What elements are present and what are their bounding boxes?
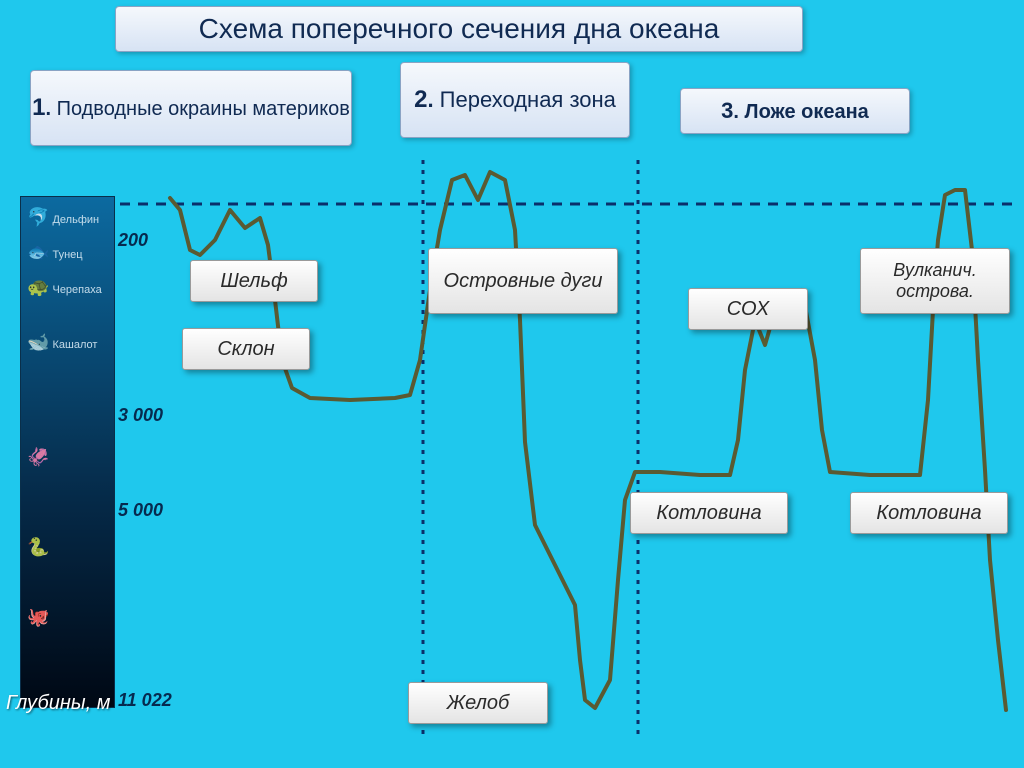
zone-header-2: 2. Переходная зона: [400, 62, 630, 138]
sox-text: СОХ: [727, 298, 769, 321]
creature-3: 🐋 Кашалот: [27, 332, 97, 353]
basin2-text: Котловина: [876, 502, 981, 525]
main-title-text: Схема поперечного сечения дна океана: [199, 13, 720, 45]
label-basin2: Котловина: [850, 492, 1008, 534]
trench-text: Желоб: [447, 692, 509, 715]
shelf-text: Шельф: [220, 270, 287, 293]
arcs-text: Островные дуги: [444, 270, 603, 293]
zone-header-3: 3. Ложе океана: [680, 88, 910, 134]
zone2-num: 2: [414, 86, 427, 113]
label-sox: СОХ: [688, 288, 808, 330]
zone1-text: Подводные окраины материков: [57, 98, 350, 120]
depth-column: 🐬 Дельфин 🐟 Тунец 🐢 Черепаха 🐋 Кашалот 🦑 🐍 🐙: [20, 196, 115, 708]
creature-2: 🐢 Черепаха: [27, 277, 102, 298]
creature-0: 🐬 Дельфин: [27, 207, 99, 228]
main-title: Схема поперечного сечения дна океана: [115, 6, 803, 52]
depth-axis-title: Глубины, м: [6, 692, 110, 715]
depth-tick-2: 5 000: [118, 500, 188, 521]
label-slope: Склон: [182, 328, 310, 370]
depth-tick-0: 200: [118, 230, 188, 251]
label-basin1: Котловина: [630, 492, 788, 534]
depth-tick-3: 11 022: [118, 690, 188, 711]
slope-text: Склон: [217, 338, 274, 361]
creature-6: 🐙: [27, 607, 49, 628]
basin1-text: Котловина: [656, 502, 761, 525]
label-arcs: Островные дуги: [428, 248, 618, 314]
creature-1: 🐟 Тунец: [27, 242, 83, 263]
label-volcanic: Вулканич. острова.: [860, 248, 1010, 314]
creature-4: 🦑: [27, 447, 49, 468]
depth-tick-1: 3 000: [118, 405, 188, 426]
zone-header-1: 1. Подводные окраины материков: [30, 70, 352, 146]
diagram-stage: 🐬 Дельфин 🐟 Тунец 🐢 Черепаха 🐋 Кашалот 🦑 🐍 🐙…: [0, 0, 1024, 768]
zone3-num: 3: [721, 98, 733, 123]
zone3-text: Ложе океана: [745, 101, 869, 123]
label-trench: Желоб: [408, 682, 548, 724]
volcanic-text: Вулканич. острова.: [861, 260, 1009, 302]
zone2-text: Переходная зона: [440, 87, 616, 112]
creature-5: 🐍: [27, 537, 49, 558]
zone1-num: 1: [32, 94, 45, 121]
label-shelf: Шельф: [190, 260, 318, 302]
